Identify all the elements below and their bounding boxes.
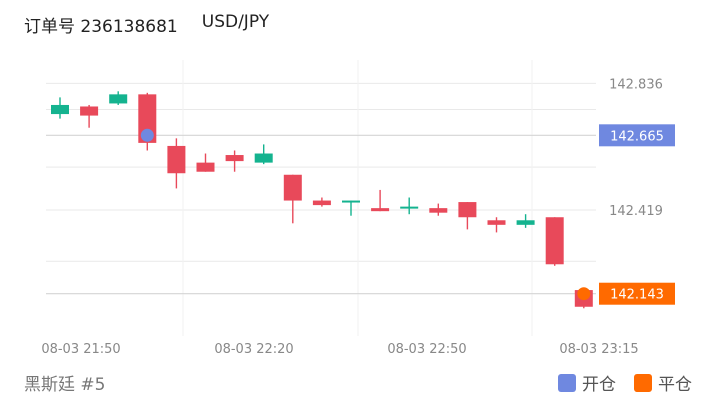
- candle-body: [254, 153, 273, 163]
- candle-body: [51, 104, 69, 115]
- candle-body: [109, 94, 128, 104]
- candle-body: [196, 162, 215, 172]
- account-label: 黑斯廷 #5: [24, 375, 106, 395]
- open-marker: [140, 128, 154, 142]
- close-price-tag-label: 142.143: [610, 288, 664, 303]
- candle-body: [283, 174, 302, 201]
- candle-body: [80, 106, 99, 116]
- candle-body: [312, 200, 331, 206]
- legend-item-close: 平仓: [634, 370, 692, 395]
- candle-body: [371, 208, 390, 212]
- open-price-tag-label: 142.665: [610, 129, 664, 144]
- candle-body: [225, 155, 244, 162]
- x-tick-label: 08-03 22:20: [214, 342, 293, 357]
- candle-body: [400, 206, 419, 209]
- open-price-tag: [599, 124, 675, 147]
- y-tick-label: 142.419: [609, 204, 663, 219]
- candle-body: [516, 220, 535, 225]
- candle-body: [487, 220, 506, 225]
- candle-body: [545, 217, 564, 265]
- legend-close-label: 平仓: [658, 375, 692, 395]
- open-swatch: [558, 373, 576, 392]
- close-marker: [577, 287, 591, 301]
- x-tick-label: 08-03 23:15: [559, 342, 638, 357]
- x-tick-label: 08-03 22:50: [387, 342, 466, 357]
- y-tick-label: 142.836: [609, 77, 663, 92]
- candle-body: [167, 145, 186, 174]
- candle-body: [429, 208, 448, 213]
- legend-item-open: 开仓: [558, 370, 616, 395]
- order-number: 订单号 236138681: [24, 17, 178, 37]
- x-tick-label: 08-03 21:50: [41, 342, 120, 357]
- legend-open-label: 开仓: [582, 375, 616, 395]
- chart-legend: 开仓 平仓: [558, 370, 692, 395]
- currency-pair: USD/JPY: [201, 12, 270, 32]
- close-price-tag: [599, 282, 675, 305]
- candle-body: [342, 200, 360, 203]
- candle-body: [458, 202, 477, 218]
- chart-header: 订单号 236138681 USD/JPY: [24, 12, 269, 37]
- close-swatch: [634, 373, 652, 392]
